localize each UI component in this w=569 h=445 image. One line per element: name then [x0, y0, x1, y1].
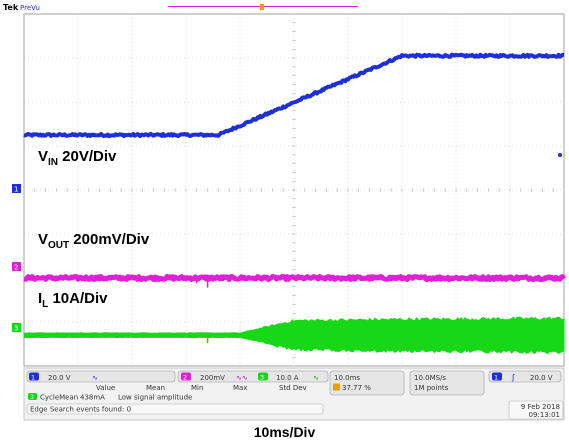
vout-annotation: VOUT 200mV/Div — [38, 231, 150, 251]
svg-text:1: 1 — [31, 373, 35, 381]
svg-text:2: 2 — [14, 264, 18, 272]
measure-header-min: Min — [191, 384, 203, 392]
acquisition-readout[interactable] — [409, 370, 485, 396]
ch3-scale: 10.0 A — [276, 374, 299, 382]
search-status-box[interactable] — [26, 403, 324, 415]
svg-text:1: 1 — [494, 373, 498, 381]
il-trace — [23, 316, 565, 355]
vin-annotation: VIN 20V/Div — [38, 148, 117, 168]
measure-header-mean: Mean — [146, 384, 165, 392]
oscilloscope-screen: Tek PreVu ▼ 1 2 3 VIN 20V/Div VOUT 200mV… — [3, 3, 567, 421]
measure-name: CycleMean — [40, 394, 78, 402]
measure-header-max: Max — [233, 384, 247, 392]
measure-channel-badge — [28, 393, 37, 400]
trigger-level: 20.0 V — [530, 374, 553, 382]
x-axis-label: 10ms/Div — [253, 424, 316, 440]
ch2-ground-marker: 2 — [12, 262, 21, 272]
ch3-ground-marker: 3 — [12, 323, 21, 333]
measure-value: 438mA — [80, 394, 105, 402]
graticule — [23, 13, 565, 367]
svg-text:3: 3 — [30, 394, 34, 401]
measure-header-value: Value — [96, 384, 115, 392]
record-length: 1M points — [414, 384, 449, 392]
trigger-position-value: 37.77 % — [342, 384, 371, 392]
ch3-bandwidth-icon: ∿ — [313, 374, 319, 382]
measure-note: Low signal amplitude — [118, 394, 192, 402]
sample-rate: 10.0MS/s — [414, 374, 446, 382]
trigger-position-icon — [333, 383, 340, 391]
time-label: 09:13:01 — [529, 411, 560, 419]
ch1-scale: 20.0 V — [48, 374, 71, 382]
svg-text:1: 1 — [14, 186, 18, 194]
ch2-ch3-readout[interactable] — [177, 370, 329, 383]
timebase-readout[interactable] — [329, 370, 405, 396]
measure-header-std-dev: Std Dev — [279, 384, 307, 392]
ch2-bandwidth-icon: ∿∿ — [236, 374, 248, 382]
date-label: 9 Feb 2018 — [521, 403, 560, 411]
ch1-ground-marker: 1 — [12, 184, 21, 194]
rising-edge-icon: ʃ — [511, 373, 515, 382]
trigger-readout[interactable] — [488, 370, 562, 383]
il-annotation: IL 10A/Div — [38, 290, 108, 310]
plot-area: 1 2 3 VIN 20V/Div VOUT 200mV/Div IL 10A/… — [12, 13, 567, 367]
ch1-bandwidth-icon: ∿ — [92, 374, 98, 382]
datetime-box — [508, 400, 564, 420]
record-view-marker — [260, 4, 264, 10]
svg-text:2: 2 — [183, 373, 187, 381]
mode-label: PreVu — [20, 4, 40, 12]
svg-text:3: 3 — [260, 373, 264, 381]
brand-label: Tek — [3, 3, 19, 12]
status-panel: 1 20.0 V ∿ 2 200mV ∿∿ 3 10.0 A ∿ 10.0ms … — [23, 367, 565, 421]
trigger-level-dot — [558, 153, 562, 157]
vout-trace — [22, 274, 567, 282]
vin-trace — [23, 52, 565, 139]
ch2-scale: 200mV — [200, 374, 225, 382]
traces — [22, 52, 567, 355]
search-status: Edge Search events found: 0 — [30, 406, 131, 414]
ch1-readout[interactable] — [26, 370, 176, 383]
timebase-value: 10.0ms — [334, 374, 360, 382]
svg-text:3: 3 — [14, 325, 18, 333]
